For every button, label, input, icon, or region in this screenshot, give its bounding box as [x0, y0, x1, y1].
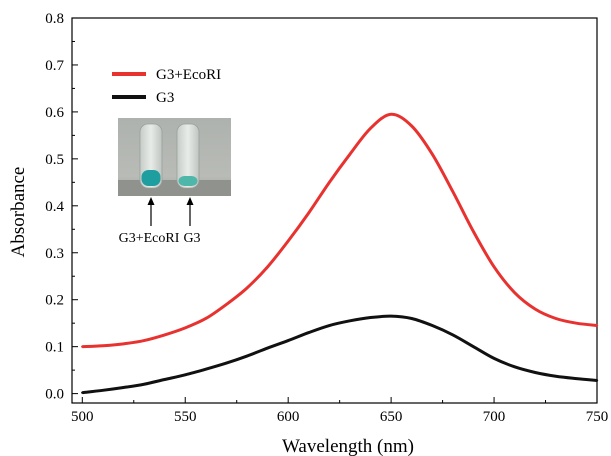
data-point-g3 [204, 367, 208, 371]
y-axis-title: Absorbance [8, 167, 29, 258]
data-point-g3-ecori [369, 127, 372, 130]
data-point-g3 [410, 317, 413, 320]
data-point-g3 [595, 379, 599, 382]
x-tick-label: 550 [174, 409, 197, 425]
data-point-g3 [225, 361, 228, 365]
data-point-g3-ecori [81, 345, 84, 348]
data-point-g3-ecori [575, 321, 578, 325]
inset-arrow-left [147, 197, 155, 226]
data-point-g3-ecori [266, 265, 269, 269]
legend-label-g3: G3 [156, 90, 174, 106]
y-tick-label: 0.3 [45, 246, 64, 262]
data-point-g3 [328, 324, 331, 327]
data-point-g3-ecori [225, 303, 228, 306]
x-tick-label: 600 [277, 409, 300, 425]
data-point-g3 [163, 378, 166, 381]
plot-area: 500 550 600 650 700 750 0.0 0.1 0.2 0.3 0.4 0.5 0.6 0… [45, 11, 608, 425]
plot-frame [71, 17, 598, 404]
data-point-g3 [307, 331, 310, 334]
y-tick-label: 0.4 [45, 199, 64, 215]
legend-label-g3-ecori: G3+EcoRI [156, 67, 221, 83]
data-point-g3-ecori [328, 181, 331, 184]
y-tick-label: 0.2 [45, 293, 64, 309]
data-point-g3 [348, 319, 352, 323]
y-tick-label: 0.7 [45, 58, 64, 74]
ticks-layer: 500 550 600 650 700 750 0.0 0.1 0.2 0.3 0.4 0.5 0.6 0… [45, 11, 608, 425]
inset-arrow-right [186, 197, 194, 226]
data-point-g3 [472, 345, 475, 348]
data-point-g3-ecori [286, 239, 290, 243]
data-point-g3-ecori [142, 339, 146, 342]
data-point-g3-ecori [245, 286, 249, 290]
inset-photo: G3+EcoRI G3 [118, 118, 231, 246]
data-point-g3-ecori [451, 190, 455, 193]
series-line-g3-ecori [82, 112, 598, 349]
data-point-g3-ecori [595, 324, 599, 327]
data-point-g3 [286, 339, 290, 342]
data-point-g3 [142, 383, 146, 386]
data-point-g3-ecori [410, 124, 413, 128]
data-point-g3 [81, 391, 84, 394]
data-point-g3-ecori [204, 317, 208, 320]
tube-left [139, 123, 163, 189]
data-point-g3-ecori [307, 211, 310, 215]
data-point-g3 [184, 373, 187, 377]
data-point-g3 [492, 357, 496, 360]
data-point-g3 [554, 375, 558, 378]
data-point-g3 [122, 386, 125, 389]
x-tick-label: 750 [586, 409, 609, 425]
data-point-g3 [431, 324, 434, 327]
data-point-g3 [101, 389, 105, 392]
data-point-g3 [451, 333, 455, 337]
inset-label-g3: G3 [183, 231, 200, 246]
data-point-g3 [389, 314, 393, 318]
inset-bench [118, 180, 231, 196]
data-point-g3 [534, 371, 537, 374]
y-tick-label: 0.0 [45, 387, 64, 403]
data-point-g3-ecori [348, 152, 352, 156]
x-tick-label: 650 [380, 409, 403, 425]
data-point-g3-ecori [513, 291, 516, 294]
data-point-g3-ecori [101, 344, 105, 347]
x-tick-label: 500 [71, 409, 94, 425]
data-point-g3-ecori [122, 342, 125, 346]
y-tick-label: 0.1 [45, 340, 64, 356]
data-point-g3-ecori [492, 265, 496, 269]
data-point-g3-ecori [554, 317, 558, 320]
y-tick-label: 0.8 [45, 11, 64, 27]
series-layer [81, 112, 599, 395]
x-tick-label: 700 [483, 409, 506, 425]
tube-right [176, 123, 200, 189]
x-axis-title: Wavelength (nm) [282, 436, 414, 456]
y-tick-label: 0.5 [45, 152, 64, 168]
data-point-g3-ecori [163, 333, 166, 337]
data-point-g3-ecori [184, 326, 187, 330]
inset-label-g3-ecori: G3+EcoRI [119, 231, 180, 246]
data-point-g3 [369, 316, 372, 319]
data-point-g3 [245, 354, 249, 358]
data-point-g3-ecori [431, 152, 434, 156]
data-point-g3 [575, 377, 578, 380]
y-tick-label: 0.6 [45, 105, 64, 121]
data-point-g3 [266, 346, 269, 350]
data-point-g3-ecori [534, 307, 537, 311]
data-point-g3 [513, 365, 516, 369]
data-point-g3-ecori [389, 113, 393, 116]
data-point-g3-ecori [472, 230, 475, 233]
legend: G3+EcoRI G3 [112, 67, 221, 106]
series-line-g3 [82, 314, 598, 395]
